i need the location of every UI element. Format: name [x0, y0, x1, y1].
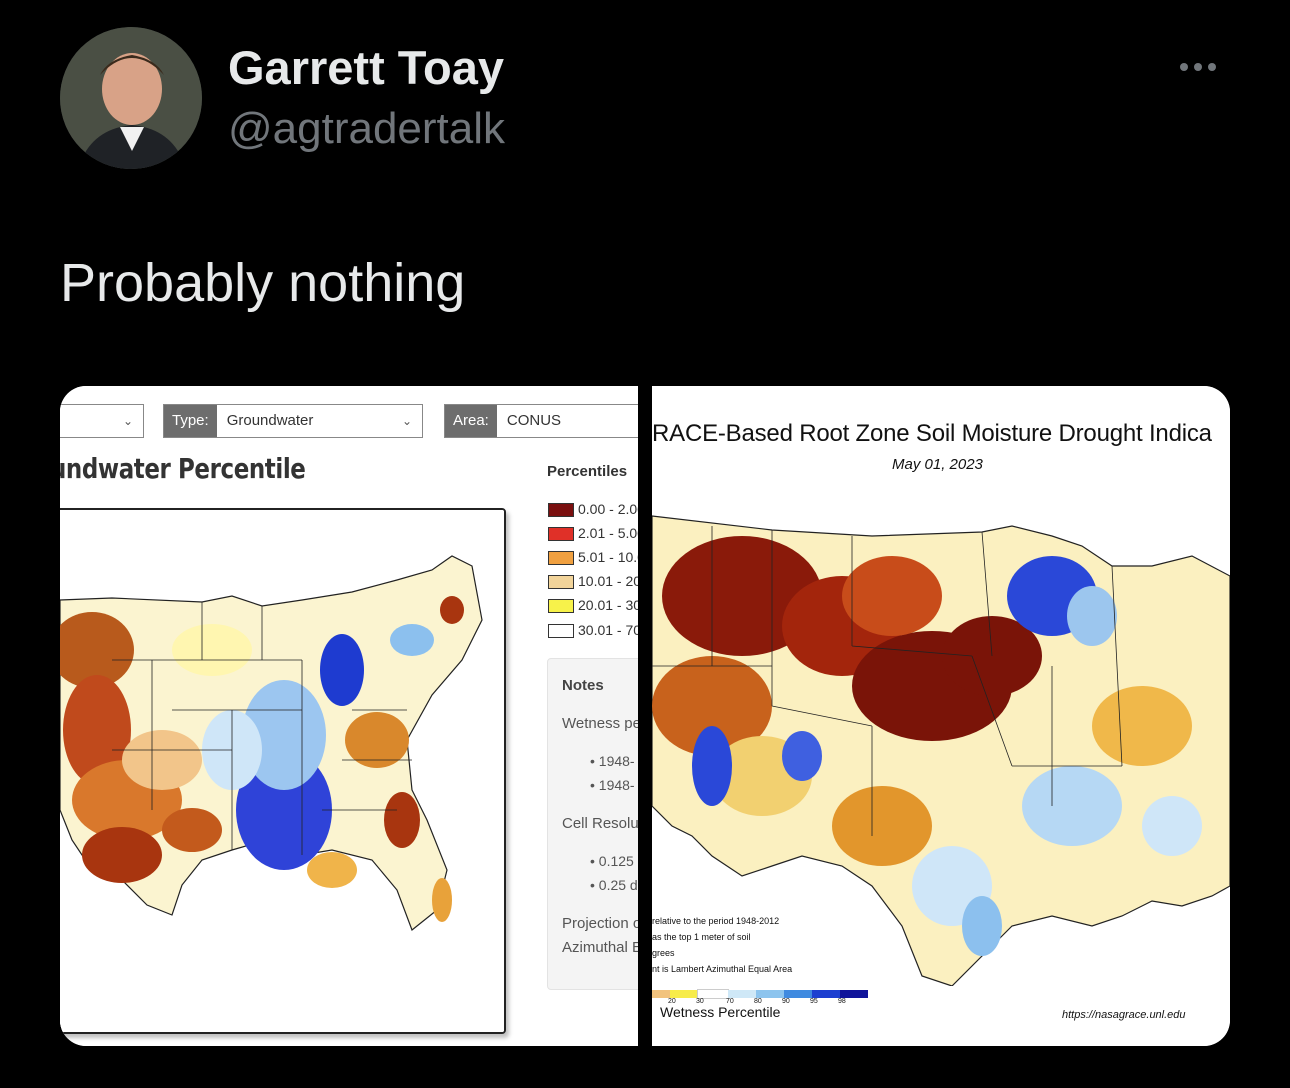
legend-label: 5.01 - 10.0 [578, 549, 638, 565]
tweet-media[interactable]: ⌄ Type: Groundwater ⌄ Area: CONUS undwater… [60, 386, 1230, 1046]
legend-item: 30.01 - 70 [548, 622, 638, 639]
tweet-text: Probably nothing [60, 253, 466, 313]
source-url[interactable]: https://nasagrace.unl.edu [1062, 1009, 1186, 1021]
notes-resolution: • 0.125 [590, 853, 634, 869]
grace-note: as the top 1 meter of soil [652, 932, 751, 942]
area-dropdown[interactable]: Area: CONUS [444, 404, 638, 438]
legend-label: 0.00 - 2.00 [578, 501, 638, 517]
legend-swatch [548, 527, 574, 542]
area-value: CONUS [506, 412, 562, 429]
colorbar-segment [728, 990, 756, 998]
legend-label: 2.01 - 5.00 [578, 525, 638, 541]
colorbar-tick: 90 [782, 998, 790, 1005]
notes-cell-resolution: Cell Resoluti [562, 815, 638, 832]
notes-period: • 1948- [590, 753, 635, 769]
colorbar-segment [840, 990, 868, 998]
legend-label: 10.01 - 20 [578, 573, 638, 589]
type-value: Groundwater [226, 412, 314, 429]
type-dropdown[interactable]: Type: Groundwater ⌄ [163, 404, 423, 438]
grace-note: relative to the period 1948-2012 [652, 916, 780, 926]
grace-drought-screenshot: RACE-Based Root Zone Soil Moisture Droug… [652, 386, 1230, 1046]
author-handle[interactable]: @agtradertalk [228, 104, 506, 153]
legend-item: 2.01 - 5.00 [548, 525, 638, 542]
legend-swatch [548, 575, 574, 590]
legend-item: 20.01 - 30 [548, 597, 638, 614]
notes-resolution: • 0.25 d [590, 877, 638, 893]
colorbar-tick: 30 [696, 998, 704, 1005]
colorbar-tick: 20 [668, 998, 676, 1005]
notes-period: • 1948- [590, 777, 635, 793]
legend-label: 20.01 - 30 [578, 597, 638, 613]
notes-heading: Notes [562, 677, 604, 694]
legend-item: 5.01 - 10.0 [548, 549, 638, 566]
legend-swatch [548, 551, 574, 566]
notes-projection: Projection o [562, 915, 638, 932]
map-title: undwater Percentile [60, 452, 306, 485]
dot-icon [1208, 63, 1216, 71]
colorbar-segment [784, 990, 812, 998]
legend-swatch [548, 503, 574, 518]
colorbar-segment [652, 990, 670, 998]
grace-date: May 01, 2023 [892, 456, 983, 473]
chevron-down-icon: ⌄ [401, 414, 412, 428]
notes-wetness: Wetness per [562, 715, 638, 732]
grace-note: nt is Lambert Azimuthal Equal Area [652, 964, 793, 974]
more-options-icon[interactable] [1180, 58, 1226, 78]
colorbar-segment [697, 989, 729, 999]
type-label: Type: [164, 405, 217, 437]
notes-panel: Notes Wetness per • 1948- • 1948- Cell R… [547, 658, 638, 990]
groundwater-map[interactable] [60, 508, 506, 1034]
dot-icon [1194, 63, 1202, 71]
colorbar-tick: 80 [754, 998, 762, 1005]
notes-projection: Azimuthal E [562, 939, 638, 956]
legend-item: 10.01 - 20 [548, 573, 638, 590]
author-avatar[interactable] [60, 27, 202, 169]
groundwater-screenshot: ⌄ Type: Groundwater ⌄ Area: CONUS undwater… [60, 386, 638, 1046]
author-name[interactable]: Garrett Toay [228, 41, 504, 94]
selector-dropdown[interactable]: ⌄ [60, 404, 144, 438]
legend-label: 30.01 - 70 [578, 622, 638, 638]
legend-swatch [548, 624, 574, 639]
colorbar-segment [812, 990, 840, 998]
percentiles-heading: Percentiles [547, 463, 628, 480]
soil-moisture-map[interactable] [652, 506, 1230, 986]
legend-swatch [548, 599, 574, 614]
colorbar-tick: 70 [726, 998, 734, 1005]
colorbar-segment [670, 990, 698, 998]
colorbar-tick: 95 [810, 998, 818, 1005]
legend-item: 0.00 - 2.00 [548, 501, 638, 518]
image-divider [638, 386, 652, 1046]
grace-note: grees [652, 948, 675, 958]
chevron-down-icon: ⌄ [122, 414, 133, 428]
grace-title: RACE-Based Root Zone Soil Moisture Droug… [652, 420, 1212, 447]
colorbar-tick: 98 [838, 998, 846, 1005]
dot-icon [1180, 63, 1188, 71]
wetness-colorbar [652, 989, 868, 999]
area-label: Area: [445, 405, 497, 437]
wetness-label: Wetness Percentile [660, 1004, 781, 1020]
colorbar-segment [756, 990, 784, 998]
